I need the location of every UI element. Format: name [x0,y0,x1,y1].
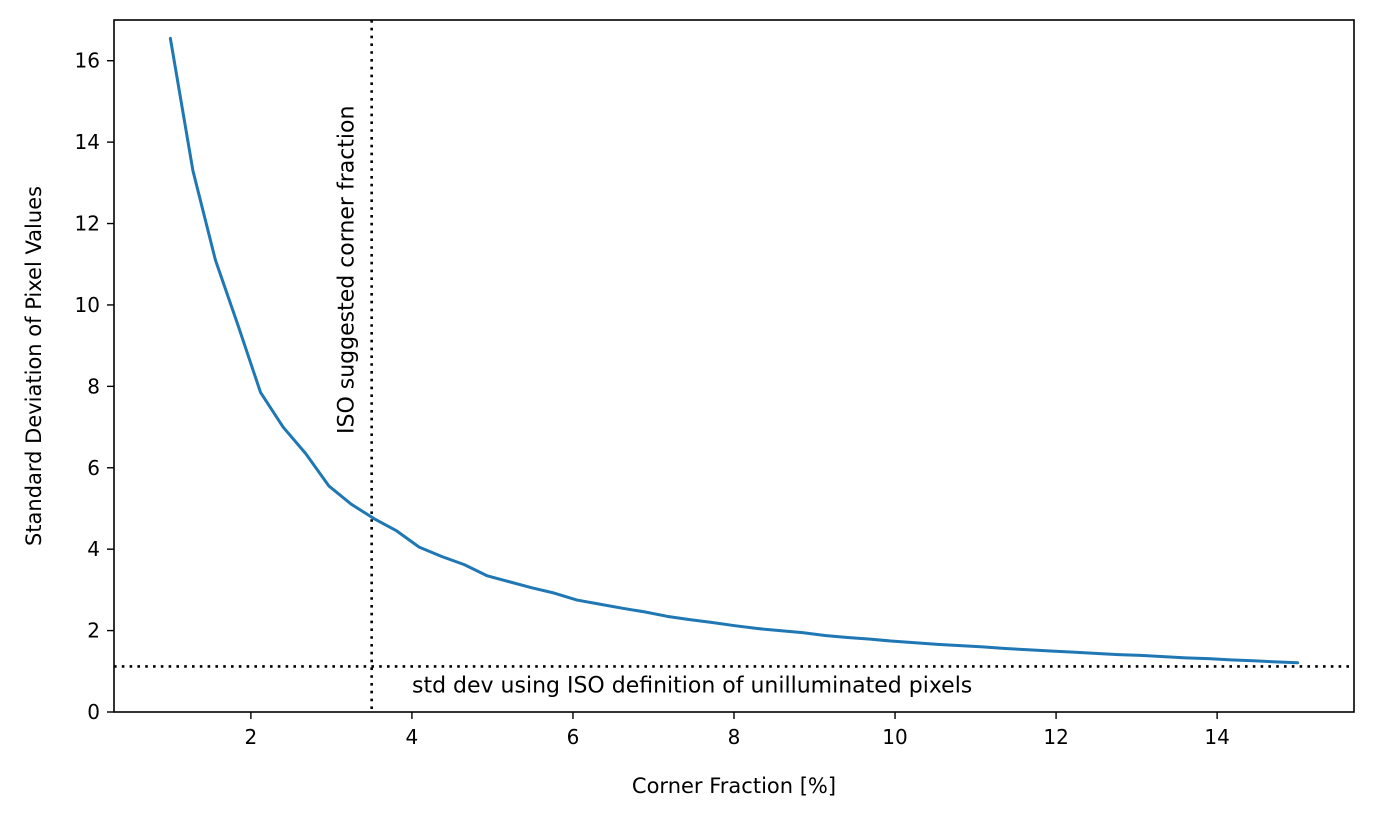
x-axis-label: Corner Fraction [%] [632,774,836,798]
x-tick-label: 10 [882,725,907,749]
y-axis: 0 2 4 6 8 10 12 14 16 [75,49,114,724]
x-tick-label: 4 [406,725,419,749]
series-layer [168,36,1300,665]
y-tick-label: 10 [75,293,100,317]
vertical-reference-label: ISO suggested corner fraction [335,106,360,434]
x-tick-label: 8 [728,725,741,749]
y-tick-label: 12 [75,212,100,236]
y-tick-label: 6 [87,456,100,480]
x-tick-label: 14 [1204,725,1229,749]
y-tick-label: 0 [87,700,100,724]
x-tick-label: 6 [567,725,580,749]
y-tick-label: 4 [87,537,100,561]
series-line [168,36,1300,665]
y-axis-label: Standard Deviation of Pixel Values [22,186,46,546]
y-tick-label: 16 [75,49,100,73]
axes-frame [113,19,1355,713]
y-tick-label: 14 [75,130,100,154]
reference-lines [114,20,1354,712]
x-tick-label: 12 [1043,725,1068,749]
x-tick-label: 2 [245,725,258,749]
horizontal-reference-label: std dev using ISO definition of unillumi… [412,673,972,698]
y-tick-label: 2 [87,619,100,643]
x-axis: 2 4 6 8 10 12 14 [245,712,1230,749]
y-tick-label: 8 [87,374,100,398]
